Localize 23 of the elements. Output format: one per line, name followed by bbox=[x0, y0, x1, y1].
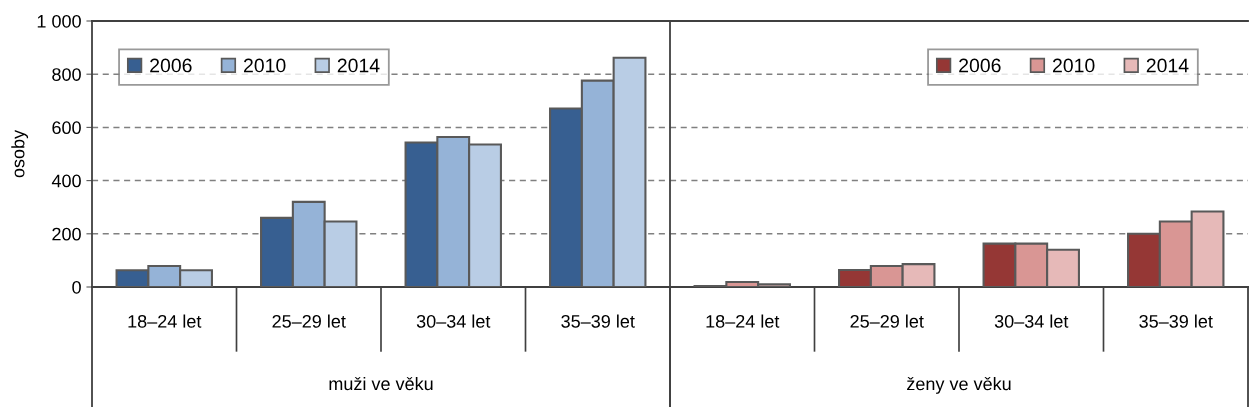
y-tick-label: 600 bbox=[52, 121, 81, 135]
y-tick-label: 0 bbox=[72, 280, 81, 294]
x-tick-label: 18–24 let bbox=[128, 314, 202, 328]
legend-label: 2006 bbox=[150, 58, 192, 73]
y-tick-label: 800 bbox=[52, 68, 81, 81]
y-tick-label: 1 000 bbox=[37, 14, 81, 28]
x-axis-title: ženy ve věku bbox=[907, 376, 1011, 394]
x-axis-title: muži ve věku bbox=[329, 376, 433, 391]
x-tick-label: 25–29 let bbox=[272, 314, 346, 328]
x-tick-label: 25–29 let bbox=[850, 314, 924, 328]
x-tick-label: 30–34 let bbox=[994, 314, 1069, 328]
x-tick-label: 35–39 let bbox=[561, 314, 635, 328]
x-tick-label: 18–24 let bbox=[706, 314, 780, 328]
x-tick-label: 35–39 let bbox=[1139, 314, 1213, 328]
legend-label: 2006 bbox=[959, 58, 1001, 73]
legend-label: 2010 bbox=[1052, 58, 1095, 73]
x-tick-label: 30–34 let bbox=[416, 314, 491, 328]
legend-label: 2014 bbox=[1146, 58, 1189, 73]
legend-label: 2014 bbox=[337, 58, 380, 73]
y-tick-label: 400 bbox=[51, 174, 81, 188]
y-axis-title: osoby bbox=[11, 129, 29, 178]
y-tick-label: 200 bbox=[52, 227, 81, 241]
legend-label: 2010 bbox=[243, 58, 286, 73]
